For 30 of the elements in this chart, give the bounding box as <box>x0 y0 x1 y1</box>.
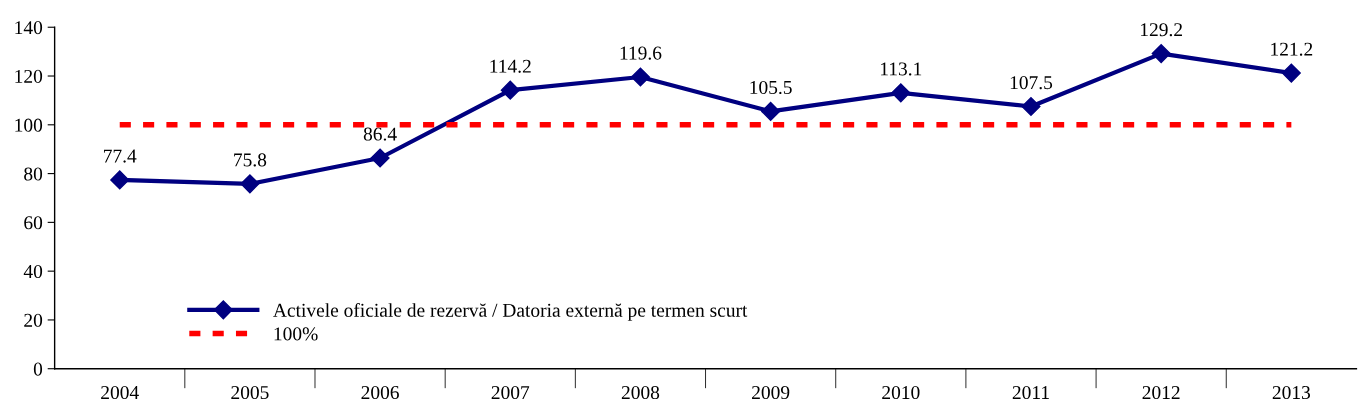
data-label: 86.4 <box>363 127 397 141</box>
data-label: 129.2 <box>1141 23 1182 37</box>
data-label: 114.2 <box>490 59 531 73</box>
y-tick-label: 40 <box>23 264 43 279</box>
x-tick-label: 2012 <box>1142 385 1180 400</box>
x-tick-label: 2007 <box>491 385 530 400</box>
data-label: 119.6 <box>620 46 662 60</box>
data-label: 105.5 <box>750 80 792 95</box>
x-tick-label: 2013 <box>1272 385 1311 400</box>
x-tick-label: 2010 <box>882 385 920 400</box>
legend-label: 100% <box>274 327 318 341</box>
data-label: 77.4 <box>104 149 137 163</box>
y-tick-label: 140 <box>15 21 43 35</box>
x-tick-label: 2005 <box>231 385 269 400</box>
data-label: 107.5 <box>1010 76 1053 90</box>
y-tick-label: 60 <box>24 216 43 230</box>
data-label: 121.2 <box>1271 42 1313 56</box>
y-tick-label: 80 <box>24 167 43 181</box>
y-tick-label: 20 <box>24 313 43 327</box>
x-tick-label: 2008 <box>621 385 660 400</box>
x-tick-label: 2009 <box>752 385 790 400</box>
x-tick-label: 2011 <box>1012 385 1049 400</box>
data-label: 113.1 <box>881 62 922 76</box>
y-tick-label: 120 <box>15 69 43 83</box>
y-tick-label: 0 <box>33 362 43 376</box>
data-label: 75.8 <box>234 153 267 167</box>
x-tick-label: 2006 <box>361 385 399 400</box>
legend-label: Activele oficiale de rezervă / Datoria externă pe termen scurt <box>273 302 748 321</box>
x-tick-label: 2004 <box>101 385 139 400</box>
y-tick-label: 100 <box>15 118 43 132</box>
